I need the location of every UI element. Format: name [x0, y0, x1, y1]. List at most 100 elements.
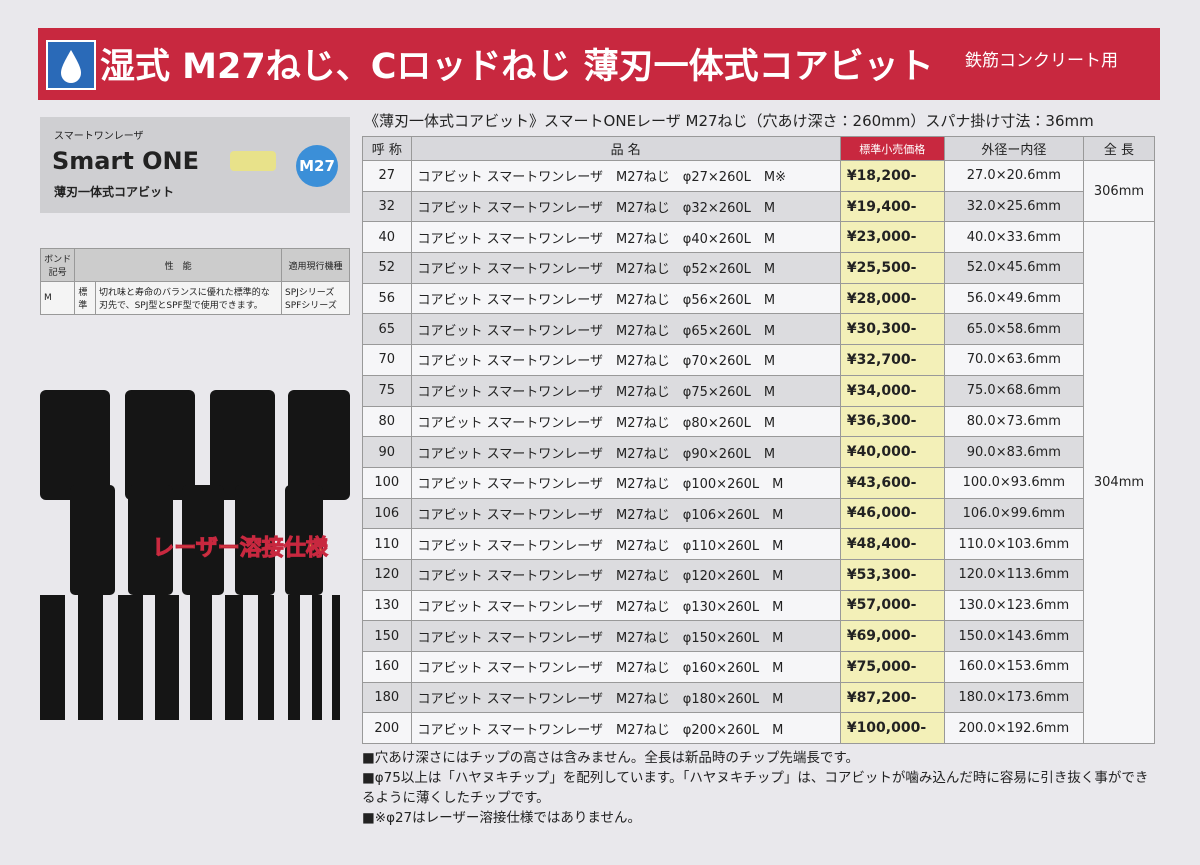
price-cell: ¥69,000- [839, 620, 945, 652]
dimensions-cell: 180.0×173.6mm [943, 681, 1084, 714]
size-cell: 150 [362, 620, 412, 652]
dimensions-cell: 150.0×143.6mm [943, 620, 1084, 652]
column-header: 品 名 [410, 136, 841, 161]
dimensions-cell: 120.0×113.6mm [943, 558, 1084, 591]
title: 湿式 M27ねじ、Cロッドねじ 薄刃一体式コアビット [100, 47, 934, 87]
size-cell: 40 [362, 221, 412, 254]
size-cell: 180 [362, 681, 412, 714]
size-cell: 120 [362, 558, 412, 591]
table-row: 70 コアビット スマートワンレーザ M27ねじ φ70×260L M ¥32,70… [362, 344, 1155, 376]
dimensions-cell: 65.0×58.6mm [943, 313, 1084, 346]
size-cell: 106 [362, 497, 412, 530]
header-row: 呼 称品 名標準小売価格 外径ー内径全 長 [362, 136, 1156, 161]
spec-cell: 切れ味と寿命のバランスに優れた標準的な刃先で、SPJ型とSPF型で使用できます。 [94, 281, 282, 315]
price-cell: ¥30,300- [839, 313, 945, 346]
column-header: 全 長 [1082, 136, 1156, 161]
table-row: 100 コアビット スマートワンレーザ M27ねじ φ100×260L M ¥43,… [362, 466, 1155, 499]
spec-cell: 標準 [74, 281, 96, 315]
price-cell: ¥32,700- [839, 344, 945, 376]
spec-header-row: ボンド記号性 能適用現行機種 [39, 248, 351, 282]
dimensions-cell: 27.0×20.6mm [943, 160, 1084, 192]
table-row: 110 コアビット スマートワンレーザ M27ねじ φ110×260L M ¥48,… [362, 528, 1155, 560]
subtitle: 鉄筋コンクリート用 [965, 51, 1118, 71]
table-caption: 《薄刃一体式コアビット》スマートONEレーザ M27ねじ（穴あけ深さ：260mm… [364, 112, 1094, 130]
note: ■穴あけ深さにはチップの高さは含みません。全長は新品時のチップ先端長です。 [362, 750, 859, 766]
size-cell: 75 [362, 374, 412, 407]
table-row: 65 コアビット スマートワンレーザ M27ねじ φ65×260L M ¥30,30… [362, 313, 1155, 346]
size-cell: 200 [362, 712, 412, 745]
name-cell: コアビット スマートワンレーザ M27ねじ φ56×260L M [410, 282, 841, 315]
table-row: 32 コアビット スマートワンレーザ M27ねじ φ32×260L M ¥19,40… [362, 190, 1155, 223]
table-row: 56 コアビット スマートワンレーザ M27ねじ φ56×260L M ¥28,00… [362, 282, 1155, 315]
table-row: 40 コアビット スマートワンレーザ M27ねじ φ40×260L M ¥23,00… [362, 221, 1156, 745]
price-cell: ¥75,000- [839, 651, 945, 683]
name-cell: コアビット スマートワンレーザ M27ねじ φ160×260L M [410, 651, 841, 683]
dimensions-cell: 110.0×103.6mm [943, 528, 1084, 560]
table-row: 90 コアビット スマートワンレーザ M27ねじ φ90×260L M ¥40,00… [362, 436, 1155, 468]
name-cell: コアビット スマートワンレーザ M27ねじ φ52×260L M [410, 252, 841, 284]
dimensions-cell: 100.0×93.6mm [943, 466, 1084, 499]
price-cell: ¥40,000- [839, 436, 945, 468]
dimensions-cell: 56.0×49.6mm [943, 282, 1084, 315]
size-cell: 80 [362, 405, 412, 438]
name-cell: コアビット スマートワンレーザ M27ねじ φ150×260L M [410, 620, 841, 652]
dimensions-cell: 80.0×73.6mm [943, 405, 1084, 438]
banner [38, 28, 1160, 100]
dimensions-cell: 52.0×45.6mm [943, 252, 1084, 284]
dimensions-cell: 130.0×123.6mm [943, 589, 1084, 622]
size-cell: 100 [362, 466, 412, 499]
dimensions-cell: 160.0×153.6mm [943, 651, 1084, 683]
product-kana: スマートワンレーザ [54, 131, 144, 142]
name-cell: コアビット スマートワンレーザ M27ねじ φ65×260L M [410, 313, 841, 346]
price-cell: ¥28,000- [839, 282, 945, 315]
table-row: 200 コアビット スマートワンレーザ M27ねじ φ200×260L M ¥100… [362, 712, 1155, 745]
name-cell: コアビット スマートワンレーザ M27ねじ φ106×260L M [410, 497, 841, 530]
note: ■※φ27はレーザー溶接仕様ではありません。 [362, 810, 641, 826]
table-row: 27 コアビット スマートワンレーザ M27ねじ φ27×260L M※ ¥18,2… [362, 159, 1156, 223]
name-cell: コアビット スマートワンレーザ M27ねじ φ70×260L M [410, 344, 841, 376]
price-cell: ¥53,300- [839, 558, 945, 591]
name-cell: コアビット スマートワンレーザ M27ねじ φ110×260L M [410, 528, 841, 560]
price-cell: ¥43,600- [839, 466, 945, 499]
column-header: 呼 称 [362, 136, 412, 161]
size-cell: 70 [362, 344, 412, 376]
price-table: 呼 称品 名標準小売価格 外径ー内径全 長 27 コアビット スマートワンレーザ M2… [362, 136, 1156, 745]
size-cell: 65 [362, 313, 412, 346]
name-cell: コアビット スマートワンレーザ M27ねじ φ130×260L M [410, 589, 841, 622]
size-cell: 27 [362, 160, 412, 192]
product-image: レーザー溶接仕様 [40, 390, 350, 720]
spec-header: ボンド記号 [39, 248, 76, 282]
size-cell: 32 [362, 190, 412, 223]
table-row: 180 コアビット スマートワンレーザ M27ねじ φ180×260L M ¥87,… [362, 681, 1155, 714]
dimensions-cell: 106.0×99.6mm [943, 497, 1084, 530]
price-cell: ¥57,000- [839, 589, 945, 622]
size-cell: 110 [362, 528, 412, 560]
size-cell: 130 [362, 589, 412, 622]
name-cell: コアビット スマートワンレーザ M27ねじ φ75×260L M [410, 374, 841, 407]
table-row: 52 コアビット スマートワンレーザ M27ねじ φ52×260L M ¥25,50… [362, 252, 1155, 284]
product-box: スマートワンレーザ Smart ONE M27 薄刃一体式コアビット [40, 117, 350, 213]
name-cell: コアビット スマートワンレーザ M27ねじ φ200×260L M [410, 712, 841, 745]
spec-header: 適用現行機種 [280, 248, 351, 282]
table-row: 150 コアビット スマートワンレーザ M27ねじ φ150×260L M ¥69,… [362, 620, 1155, 652]
price-cell: ¥48,400- [839, 528, 945, 560]
name-cell: コアビット スマートワンレーザ M27ねじ φ32×260L M [410, 190, 841, 223]
name-cell: コアビット スマートワンレーザ M27ねじ φ80×260L M [410, 405, 841, 438]
table-row: 75 コアビット スマートワンレーザ M27ねじ φ75×260L M ¥34,00… [362, 374, 1155, 407]
size-cell: 56 [362, 282, 412, 315]
spec-cell: SPJシリーズ SPFシリーズ [280, 281, 351, 315]
dimensions-cell: 75.0×68.6mm [943, 374, 1084, 407]
size-cell: 90 [362, 436, 412, 468]
spec-header: 性 能 [74, 248, 282, 282]
price-cell: ¥25,500- [839, 252, 945, 284]
column-header: 外径ー内径 [943, 136, 1084, 161]
drop [61, 50, 81, 83]
image-label: レーザー溶接仕様 [152, 535, 329, 561]
price-cell: ¥18,200- [839, 160, 945, 192]
name-cell: コアビット スマートワンレーザ M27ねじ φ120×260L M [410, 558, 841, 591]
length-cell: 306mm [1082, 159, 1156, 223]
dimensions-cell: 70.0×63.6mm [943, 344, 1084, 376]
product-brand: Smart ONE [52, 147, 200, 175]
name-cell: コアビット スマートワンレーザ M27ねじ φ27×260L M※ [410, 160, 841, 192]
